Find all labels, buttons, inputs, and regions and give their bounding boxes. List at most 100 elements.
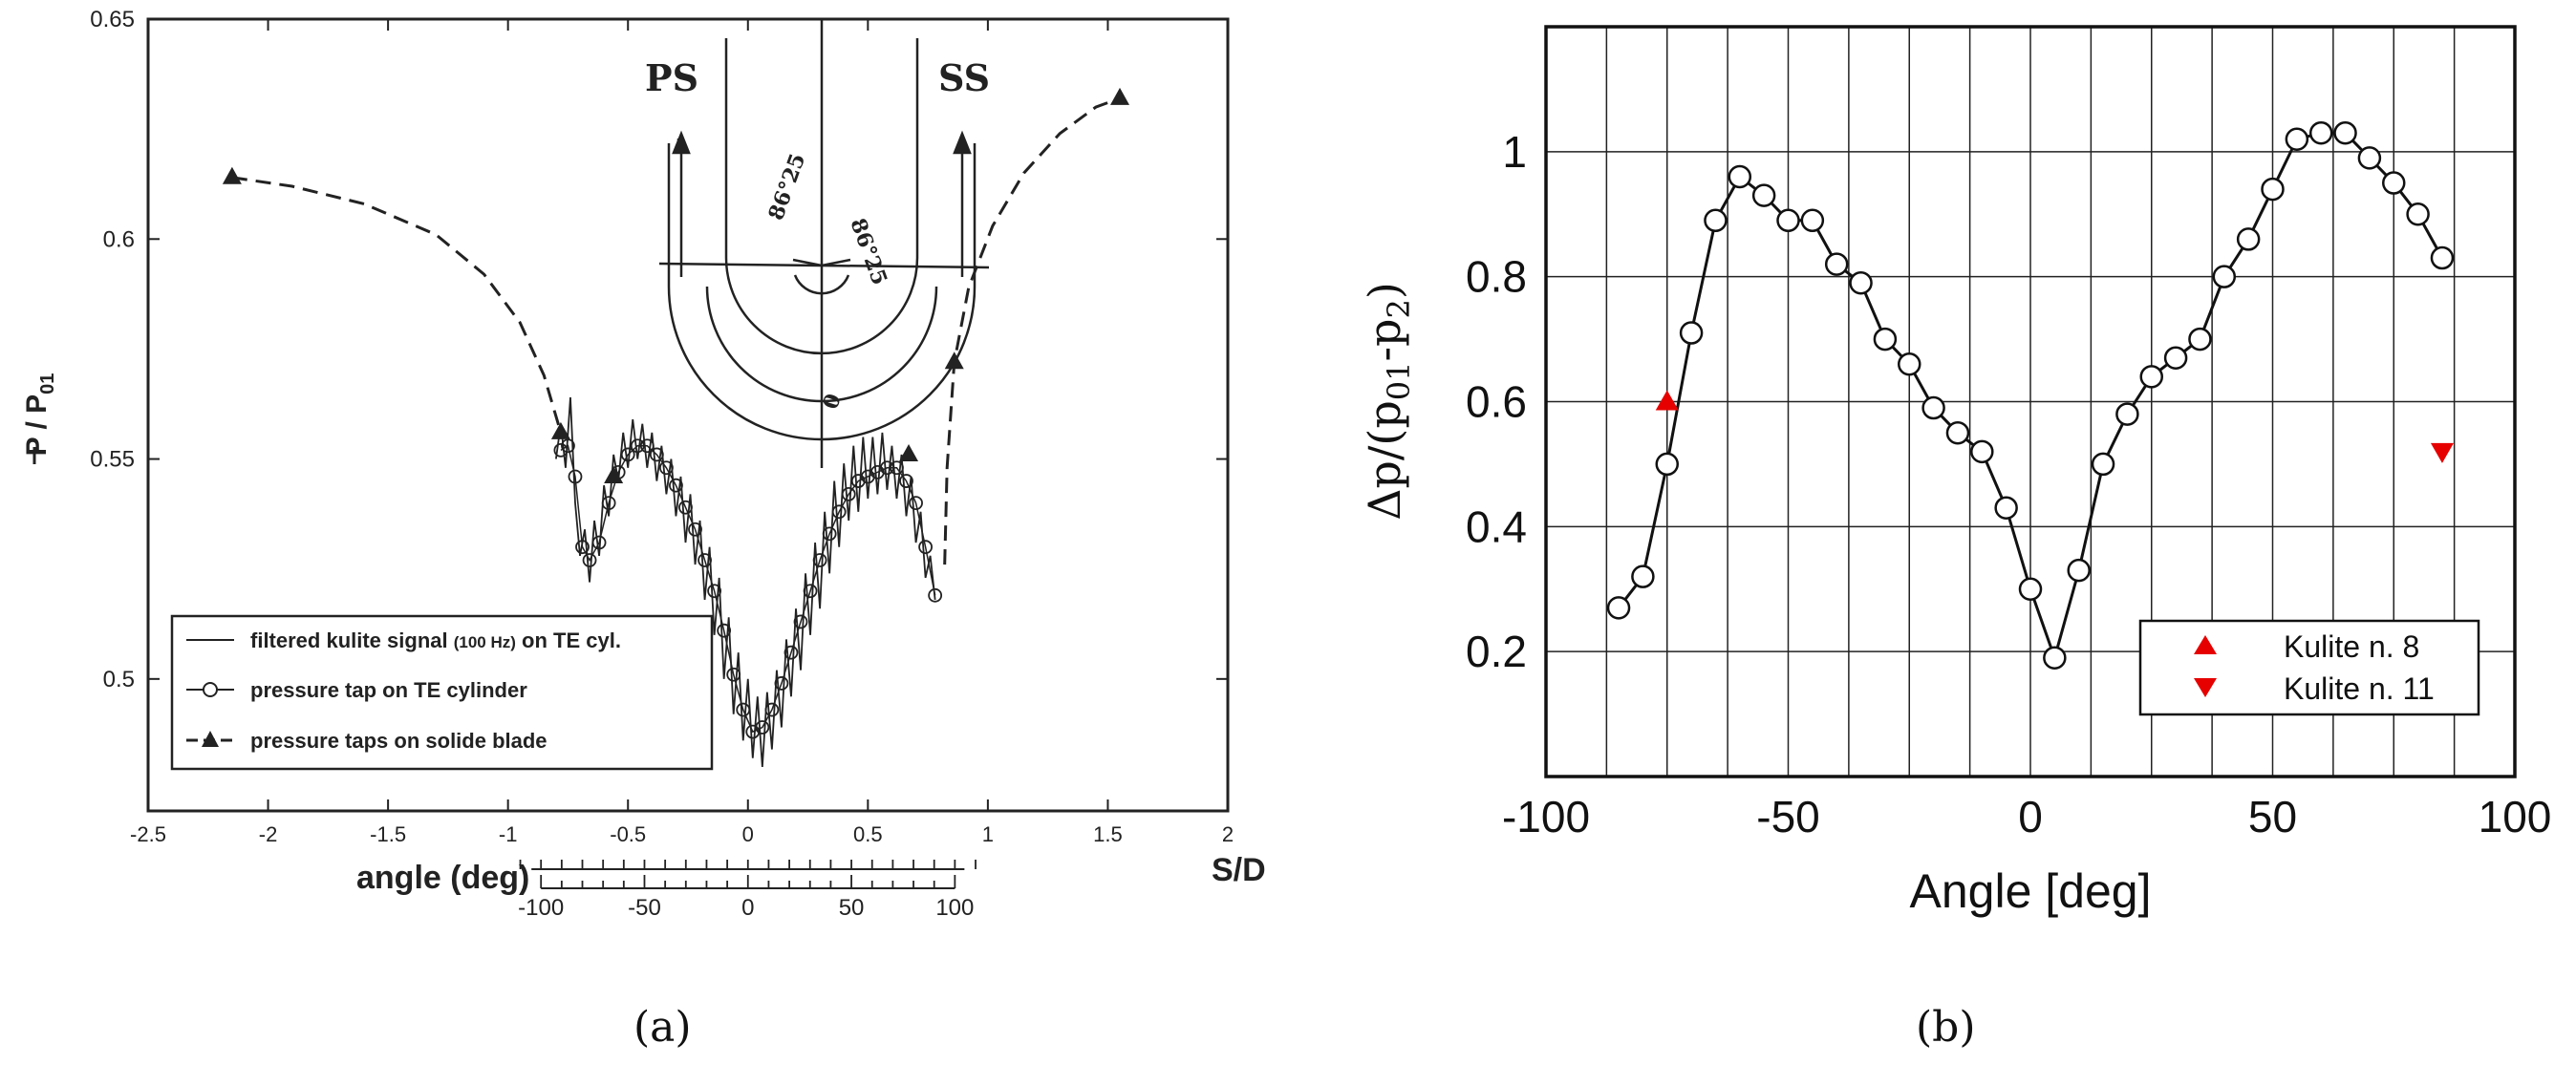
chart-b-data-point [2382, 171, 2406, 195]
chart-a-y-tick-label: 0.5 [103, 667, 135, 692]
panel-b-label: (b) [1916, 1003, 1976, 1052]
chart-a-angle-scale: -100 -50 0 50 100 [518, 860, 977, 921]
te-tap-point [630, 438, 645, 454]
chart-b-x-tick-label: 0 [2018, 792, 2043, 841]
te-tap-point [890, 460, 904, 476]
inset-angle-ray-right [821, 258, 851, 267]
te-tap-point [774, 676, 789, 691]
chart-a-x-tick-label: -2 [259, 822, 278, 846]
chart-a-y-axis-label-main: P / P [21, 394, 53, 456]
inset-angle-ray-left [792, 258, 823, 267]
chart-a-x-tick-label: 1.5 [1093, 822, 1123, 846]
blade-tap-point [1110, 87, 1129, 105]
chart-a-legend-box [170, 614, 714, 771]
chart-b-data-point [2139, 365, 2163, 389]
te-tap-point [591, 535, 607, 550]
te-tap-point [620, 447, 635, 462]
chart-a-legend: filtered kulite signal (100 Hz) on TE cy… [170, 614, 714, 771]
chart-b-y-axis-label: Δp/(p01-p2) [1359, 282, 1417, 521]
chart-b-data-point [2115, 402, 2139, 426]
chart-b-y-label-main: Δp/(p [1359, 400, 1410, 521]
legend-kulite8-label: Kulite n. 8 [2284, 629, 2419, 664]
panel-a-label: (a) [633, 1003, 692, 1052]
te-tap-point [764, 702, 780, 717]
te-tap-point [669, 478, 683, 493]
chart-a-y-axis-label-sub: 01 [37, 373, 58, 394]
blade-tap-point [222, 166, 242, 184]
legend-tap-swatch-marker [203, 682, 218, 697]
te-tap-point [575, 540, 590, 555]
inset-blade-outline [724, 38, 919, 355]
chart-b-plot-frame [1544, 25, 2517, 778]
chart-b-data-point [2236, 227, 2261, 251]
chart-b-data-point [1776, 208, 1800, 233]
blade-taps-dashed-line [231, 176, 563, 434]
te-tap-point [841, 487, 856, 501]
chart-a-x-tick-label: -0.5 [610, 822, 646, 846]
te-tap-point [698, 553, 712, 567]
legend-blade-label: pressure taps on solide blade [250, 729, 547, 753]
chart-a-x-tick-label: 0 [742, 822, 754, 846]
chart-b: -100 -50 0 50 100 0.2 0.4 0.6 0.8 1 Kulite n. 8 … [1359, 25, 2552, 1052]
chart-b-series [1606, 120, 2455, 670]
te-tap-point [601, 496, 616, 511]
chart-a-x-tick-label: -1 [499, 822, 518, 846]
te-tap-point [659, 460, 674, 476]
chart-b-legend-box [2138, 619, 2480, 716]
chart-b-x-tick-label: 100 [2479, 792, 2552, 841]
blade-tap-point [899, 443, 919, 461]
chart-b-y-label-tail: ) [1359, 282, 1410, 299]
chart-b-data-point [2406, 202, 2430, 226]
chart-b-data-point [1970, 439, 1994, 464]
te-tap-point [880, 460, 894, 476]
chart-b-data-point [1945, 420, 1970, 445]
chart-b-data-point [1679, 321, 1704, 345]
te-tap-point [561, 438, 575, 454]
chart-a-y-tick-label: 0.6 [103, 226, 135, 252]
chart-b-data-point [2188, 327, 2212, 351]
te-tap-point [707, 584, 722, 599]
chart-b-y-label-sub1: 01 [1381, 362, 1417, 401]
chart-a-y-tick-label: 0.55 [90, 447, 135, 473]
chart-b-data-point [2357, 146, 2382, 170]
chart-b-y-tick-label: 0.2 [1466, 627, 1527, 676]
chart-b-y-label-mid: -p [1359, 319, 1410, 362]
chart-b-data-point [1704, 208, 1728, 233]
blade-tap-point [944, 351, 964, 370]
chart-b-data-point [2285, 127, 2309, 151]
chart-a-x-tick-label: -1.5 [370, 822, 406, 846]
chart-b-data-point [2067, 558, 2091, 583]
te-tap-point [793, 614, 808, 629]
chart-a-series [222, 87, 1129, 768]
chart-b-y-ticks: 0.2 0.4 0.6 0.8 1 [1466, 127, 1527, 676]
chart-a-x-ticks: -2.5 -2 -1.5 -1 -0.5 0 0.5 1 1.5 2 [130, 19, 1234, 846]
te-tap-point [649, 447, 664, 462]
chart-a-x-tick-label: 1 [982, 822, 994, 846]
legend-blade-swatch-marker [202, 731, 219, 747]
chart-b-data-point [1921, 395, 1945, 420]
legend-kulite8-marker [2194, 635, 2217, 654]
chart-b-data-point [1898, 352, 1921, 376]
blade-tap-point [550, 421, 570, 439]
chart-b-x-tick-label: -50 [1756, 792, 1819, 841]
legend-kulite11-marker [2194, 678, 2217, 697]
inset-ps-arrowhead [672, 130, 691, 155]
legend-kulite-freq: (100 Hz) [454, 633, 516, 651]
chart-b-y-tick-label: 0.6 [1466, 377, 1527, 427]
te-tap-point [678, 500, 693, 515]
chart-b-data-point [1655, 452, 1679, 477]
angle-scale-label: 50 [839, 895, 865, 921]
chart-b-data-point [2430, 245, 2455, 270]
te-tap-point [639, 438, 655, 454]
chart-a: -2.5 -2 -1.5 -1 -0.5 0 0.5 1 1.5 2 0.5 0.55 0.6 0.65… [21, 7, 1266, 1052]
legend-tap-label: pressure tap on TE cylinder [250, 678, 527, 702]
legend-kulite-label: filtered kulite signal (100 Hz) on TE cy… [250, 628, 621, 652]
legend-kulite11-label: Kulite n. 11 [2284, 671, 2435, 706]
chart-b-data-point [1873, 327, 1898, 351]
kulite11-point [2430, 442, 2454, 463]
chart-b-data-point [1994, 496, 2018, 520]
te-tap-point [582, 553, 597, 567]
chart-a-x-tick-label: 0.5 [853, 822, 883, 846]
